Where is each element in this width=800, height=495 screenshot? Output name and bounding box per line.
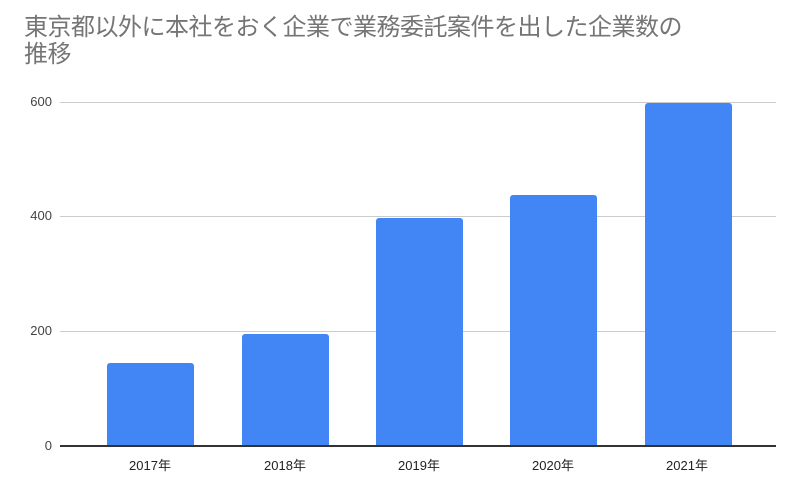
x-tick-2017: 2017年	[129, 458, 171, 473]
y-tick-0: 0	[44, 438, 52, 453]
x-tick-2019: 2019年	[398, 458, 440, 473]
x-tick-2021: 2021年	[666, 458, 708, 473]
bar-2017	[107, 362, 194, 446]
bar-2018	[242, 334, 329, 446]
x-axis-line	[60, 445, 776, 447]
chart-title: 東京都以外に本社をおく企業で業務委託案件を出した企業数の 推移	[24, 14, 784, 68]
y-tick-200: 200	[30, 323, 52, 338]
chart-title-line-1: 東京都以外に本社をおく企業で業務委託案件を出した企業数の	[24, 13, 683, 41]
bar-2020	[510, 194, 597, 446]
gridline-600	[60, 102, 776, 103]
y-tick-400: 400	[30, 208, 52, 223]
bar-2021	[645, 103, 732, 446]
x-tick-2018: 2018年	[264, 458, 306, 473]
bar-2019	[376, 217, 463, 446]
y-tick-600: 600	[30, 94, 52, 109]
gridline-400	[60, 216, 776, 217]
x-tick-2020: 2020年	[532, 458, 574, 473]
chart-title-line-2: 推移	[24, 40, 72, 68]
